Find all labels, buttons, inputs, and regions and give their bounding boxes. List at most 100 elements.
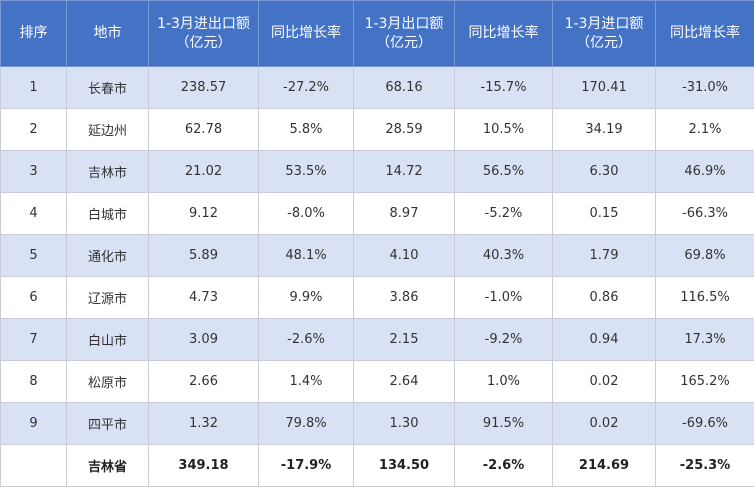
import-growth-cell: -31.0% <box>656 67 754 109</box>
total-growth-cell: 5.8% <box>259 109 354 151</box>
export-cell: 68.16 <box>354 67 455 109</box>
import-growth-cell: 69.8% <box>656 235 754 277</box>
import-growth-cell: 116.5% <box>656 277 754 319</box>
header-city: 地市 <box>67 1 149 67</box>
rank-cell: 4 <box>1 193 67 235</box>
header-total-trade: 1-3月进出口额（亿元） <box>149 1 259 67</box>
import-cell: 0.15 <box>553 193 656 235</box>
city-cell: 松原市 <box>67 361 149 403</box>
city-cell: 延边州 <box>67 109 149 151</box>
city-cell: 吉林市 <box>67 151 149 193</box>
import-growth-cell: 165.2% <box>656 361 754 403</box>
export-cell: 28.59 <box>354 109 455 151</box>
export-growth-cell: -9.2% <box>455 319 553 361</box>
total-growth-cell: 53.5% <box>259 151 354 193</box>
import-cell: 0.94 <box>553 319 656 361</box>
export-cell: 8.97 <box>354 193 455 235</box>
export-cell: 2.64 <box>354 361 455 403</box>
export-growth-cell: 1.0% <box>455 361 553 403</box>
export-growth-cell: -15.7% <box>455 67 553 109</box>
total-total-growth-cell: -17.9% <box>259 445 354 487</box>
total-trade-cell: 3.09 <box>149 319 259 361</box>
import-cell: 0.86 <box>553 277 656 319</box>
import-growth-cell: 46.9% <box>656 151 754 193</box>
header-export: 1-3月出口额（亿元） <box>354 1 455 67</box>
import-growth-cell: -69.6% <box>656 403 754 445</box>
total-trade-cell: 62.78 <box>149 109 259 151</box>
city-cell: 长春市 <box>67 67 149 109</box>
import-cell: 0.02 <box>553 361 656 403</box>
city-cell: 四平市 <box>67 403 149 445</box>
total-growth-cell: 1.4% <box>259 361 354 403</box>
total-trade-cell: 21.02 <box>149 151 259 193</box>
total-trade-cell: 238.57 <box>149 67 259 109</box>
header-total-growth: 同比增长率 <box>259 1 354 67</box>
header-row: 排序 地市 1-3月进出口额（亿元） 同比增长率 1-3月出口额（亿元） 同比增… <box>1 1 754 67</box>
total-export-cell: 134.50 <box>354 445 455 487</box>
rank-cell: 3 <box>1 151 67 193</box>
rank-cell: 7 <box>1 319 67 361</box>
total-trade-cell: 2.66 <box>149 361 259 403</box>
total-trade-cell: 5.89 <box>149 235 259 277</box>
rank-cell: 2 <box>1 109 67 151</box>
export-cell: 14.72 <box>354 151 455 193</box>
rank-cell: 6 <box>1 277 67 319</box>
total-growth-cell: 48.1% <box>259 235 354 277</box>
header-export-growth: 同比增长率 <box>455 1 553 67</box>
export-growth-cell: 40.3% <box>455 235 553 277</box>
import-cell: 34.19 <box>553 109 656 151</box>
header-import-growth: 同比增长率 <box>656 1 754 67</box>
rank-cell: 9 <box>1 403 67 445</box>
rank-cell: 8 <box>1 361 67 403</box>
import-growth-cell: 2.1% <box>656 109 754 151</box>
import-cell: 0.02 <box>553 403 656 445</box>
rank-cell: 5 <box>1 235 67 277</box>
export-growth-cell: 91.5% <box>455 403 553 445</box>
import-cell: 6.30 <box>553 151 656 193</box>
import-growth-cell: 17.3% <box>656 319 754 361</box>
export-growth-cell: 56.5% <box>455 151 553 193</box>
total-import-growth-cell: -25.3% <box>656 445 754 487</box>
export-growth-cell: -5.2% <box>455 193 553 235</box>
city-cell: 白城市 <box>67 193 149 235</box>
export-growth-cell: -1.0% <box>455 277 553 319</box>
total-rank-cell <box>1 445 67 487</box>
total-export-growth-cell: -2.6% <box>455 445 553 487</box>
export-cell: 3.86 <box>354 277 455 319</box>
export-cell: 1.30 <box>354 403 455 445</box>
rank-cell: 1 <box>1 67 67 109</box>
city-cell: 辽源市 <box>67 277 149 319</box>
total-growth-cell: 79.8% <box>259 403 354 445</box>
import-cell: 1.79 <box>553 235 656 277</box>
total-growth-cell: -8.0% <box>259 193 354 235</box>
total-trade-cell: 9.12 <box>149 193 259 235</box>
city-cell: 通化市 <box>67 235 149 277</box>
total-trade-cell: 4.73 <box>149 277 259 319</box>
total-total-trade-cell: 349.18 <box>149 445 259 487</box>
export-cell: 2.15 <box>354 319 455 361</box>
header-import: 1-3月进口额（亿元） <box>553 1 656 67</box>
total-growth-cell: 9.9% <box>259 277 354 319</box>
total-trade-cell: 1.32 <box>149 403 259 445</box>
total-city-cell: 吉林省 <box>67 445 149 487</box>
total-import-cell: 214.69 <box>553 445 656 487</box>
city-cell: 白山市 <box>67 319 149 361</box>
export-cell: 4.10 <box>354 235 455 277</box>
export-growth-cell: 10.5% <box>455 109 553 151</box>
import-cell: 170.41 <box>553 67 656 109</box>
total-growth-cell: -27.2% <box>259 67 354 109</box>
import-growth-cell: -66.3% <box>656 193 754 235</box>
total-growth-cell: -2.6% <box>259 319 354 361</box>
